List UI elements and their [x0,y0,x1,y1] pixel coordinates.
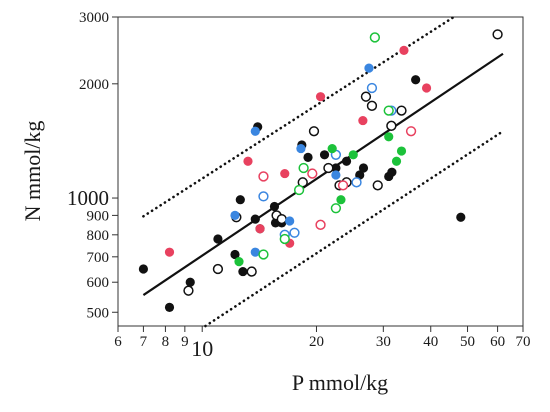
data-point [358,115,368,126]
data-point [331,170,341,180]
data-point [308,126,320,137]
data-point [258,249,269,260]
y-tick-label: 1000 [67,186,109,210]
data-point [280,168,290,179]
data-point [258,191,269,202]
data-point [384,132,394,142]
data-point [358,163,369,173]
x-tick-label: 6 [114,334,122,350]
data-point [183,285,194,296]
x-tick-label: 20 [309,334,324,350]
data-point [336,195,346,205]
data-point [235,195,245,205]
data-points [138,29,503,312]
data-point [255,224,265,234]
y-tick-label: 500 [87,305,110,321]
data-point [364,63,374,73]
x-axis-title: P mmol/kg [292,370,388,395]
x-tick-label: 8 [162,334,170,350]
data-point [250,214,260,224]
data-point [230,249,240,260]
data-point [456,212,466,222]
y-tick-label: 600 [87,275,110,291]
data-point [258,171,269,182]
x-axis-ticks: 6 7 8 9 10 20 30 40 50 60 70 [114,326,531,361]
data-point [164,247,175,257]
x-tick-label: 40 [423,334,438,350]
data-point [391,156,402,166]
data-point [234,256,244,267]
x-tick-label: 70 [516,334,531,350]
data-point [360,91,372,102]
data-point [348,150,358,160]
data-point [250,126,260,136]
regression-line [142,52,504,296]
data-point [246,266,257,277]
data-point [351,177,362,188]
data-point [383,105,394,116]
data-point [337,180,349,191]
data-point [331,163,341,173]
data-point [396,146,407,156]
data-point [238,266,248,277]
x-tick-label: 10 [191,336,213,361]
data-point [319,150,330,160]
y-tick-label: 700 [87,250,110,266]
data-point [372,180,383,191]
data-point [138,264,149,274]
data-point [230,210,240,220]
data-point [289,227,300,238]
data-point [323,162,334,174]
data-point [285,216,295,226]
plot-frame [117,16,524,327]
prediction-band-line [204,129,505,328]
x-tick-label: 30 [376,334,391,350]
regression-lines [142,15,505,328]
data-point [421,83,432,93]
data-point [315,219,326,230]
data-point [185,277,195,287]
data-point [369,32,381,43]
x-tick-label: 7 [140,334,148,350]
y-axis-title: N mmol/kg [20,121,45,222]
y-tick-label: 900 [87,208,110,224]
data-point [296,143,306,154]
data-point [212,263,224,275]
data-point [250,247,260,257]
y-tick-label: 2000 [79,77,109,93]
data-point [303,152,313,162]
data-point [307,168,318,179]
data-point [405,126,417,137]
data-point [327,143,337,154]
data-point [387,167,397,177]
data-point [243,156,253,166]
data-point [164,302,175,312]
data-point [399,45,409,55]
data-point [396,105,407,116]
data-point [269,201,280,212]
data-point [492,29,503,40]
data-point [315,92,326,102]
data-point [366,82,378,94]
x-tick-label: 50 [460,334,475,350]
data-point [341,156,352,166]
x-tick-label: 60 [490,334,505,350]
data-point [276,213,287,225]
x-tick-label: 9 [181,334,189,350]
y-tick-label: 3000 [79,10,109,26]
data-point [330,203,342,214]
y-tick-label: 800 [87,228,110,244]
data-point [298,162,309,174]
data-point [279,233,290,245]
data-point [366,100,378,111]
data-point [293,184,305,196]
data-point [386,120,397,131]
data-point [213,234,223,244]
data-point [411,75,421,85]
